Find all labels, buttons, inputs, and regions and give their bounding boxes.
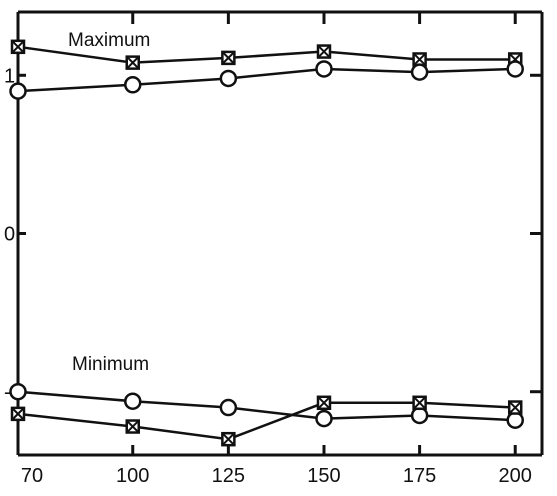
series-2-point-200 [506,411,524,429]
series-2 [9,382,524,429]
annotation-layer: Maximum Minimum [68,30,150,375]
annotation-minimum: Minimum [72,354,149,375]
series-3-point-100-cross-b [126,419,140,434]
series-0-point-100-cross-b [126,55,140,70]
series-3 [10,395,523,447]
series-3-point-150-cross-b [317,396,331,410]
series-layer [9,39,524,447]
x-tick-label-200: 200 [499,465,532,487]
annotation-maximum: Maximum [68,30,150,51]
series-0 [10,39,523,70]
series-1 [9,60,524,100]
series-3-point-70-cross-b [11,407,25,421]
series-0-point-100 [125,55,140,70]
series-1-point-150 [315,60,333,78]
x-tick-label-125: 125 [212,465,245,487]
series-2-point-100 [123,392,142,410]
series-2-line [17,390,516,422]
series-0-point-70 [10,39,26,55]
series-2-point-125 [219,398,238,417]
series-0-point-150 [316,44,332,59]
series-2-point-150 [315,409,333,428]
series-0-point-125-cross-b [221,51,236,65]
series-0-line [17,45,516,64]
series-1-line [17,67,516,93]
series-3-point-175 [412,395,427,411]
series-2-point-70 [9,382,27,401]
x-tick-label-175: 175 [403,465,436,487]
series-3-point-100 [125,419,140,434]
y-tick-label-1: 0 [4,224,15,246]
series-3-point-70 [10,406,26,422]
series-0-point-70-cross-b [11,40,25,54]
series-3-line [17,401,516,441]
series-3-point-200-cross-b [508,400,522,415]
x-tick-label-70: 70 [21,465,43,487]
series-0-point-175-cross-b [412,52,427,67]
series-1-point-175 [410,63,429,81]
x-tick-label-150: 150 [307,465,340,487]
series-3-point-200 [507,400,523,415]
series-1-point-125 [219,69,238,88]
series-2-point-175 [410,406,429,425]
series-1-point-200 [506,60,524,78]
series-3-point-125-cross-b [221,432,236,446]
series-0-point-150-cross-b [317,44,331,59]
series-0-point-125 [221,50,236,66]
series-1-point-100 [123,76,142,94]
series-3-point-125 [221,431,236,447]
series-3-point-175-cross-b [412,396,427,410]
series-3-point-150 [316,395,332,411]
series-1-point-70 [9,82,27,100]
x-tick-label-100: 100 [116,465,149,487]
y-tick-label-0: 1 [4,65,15,87]
